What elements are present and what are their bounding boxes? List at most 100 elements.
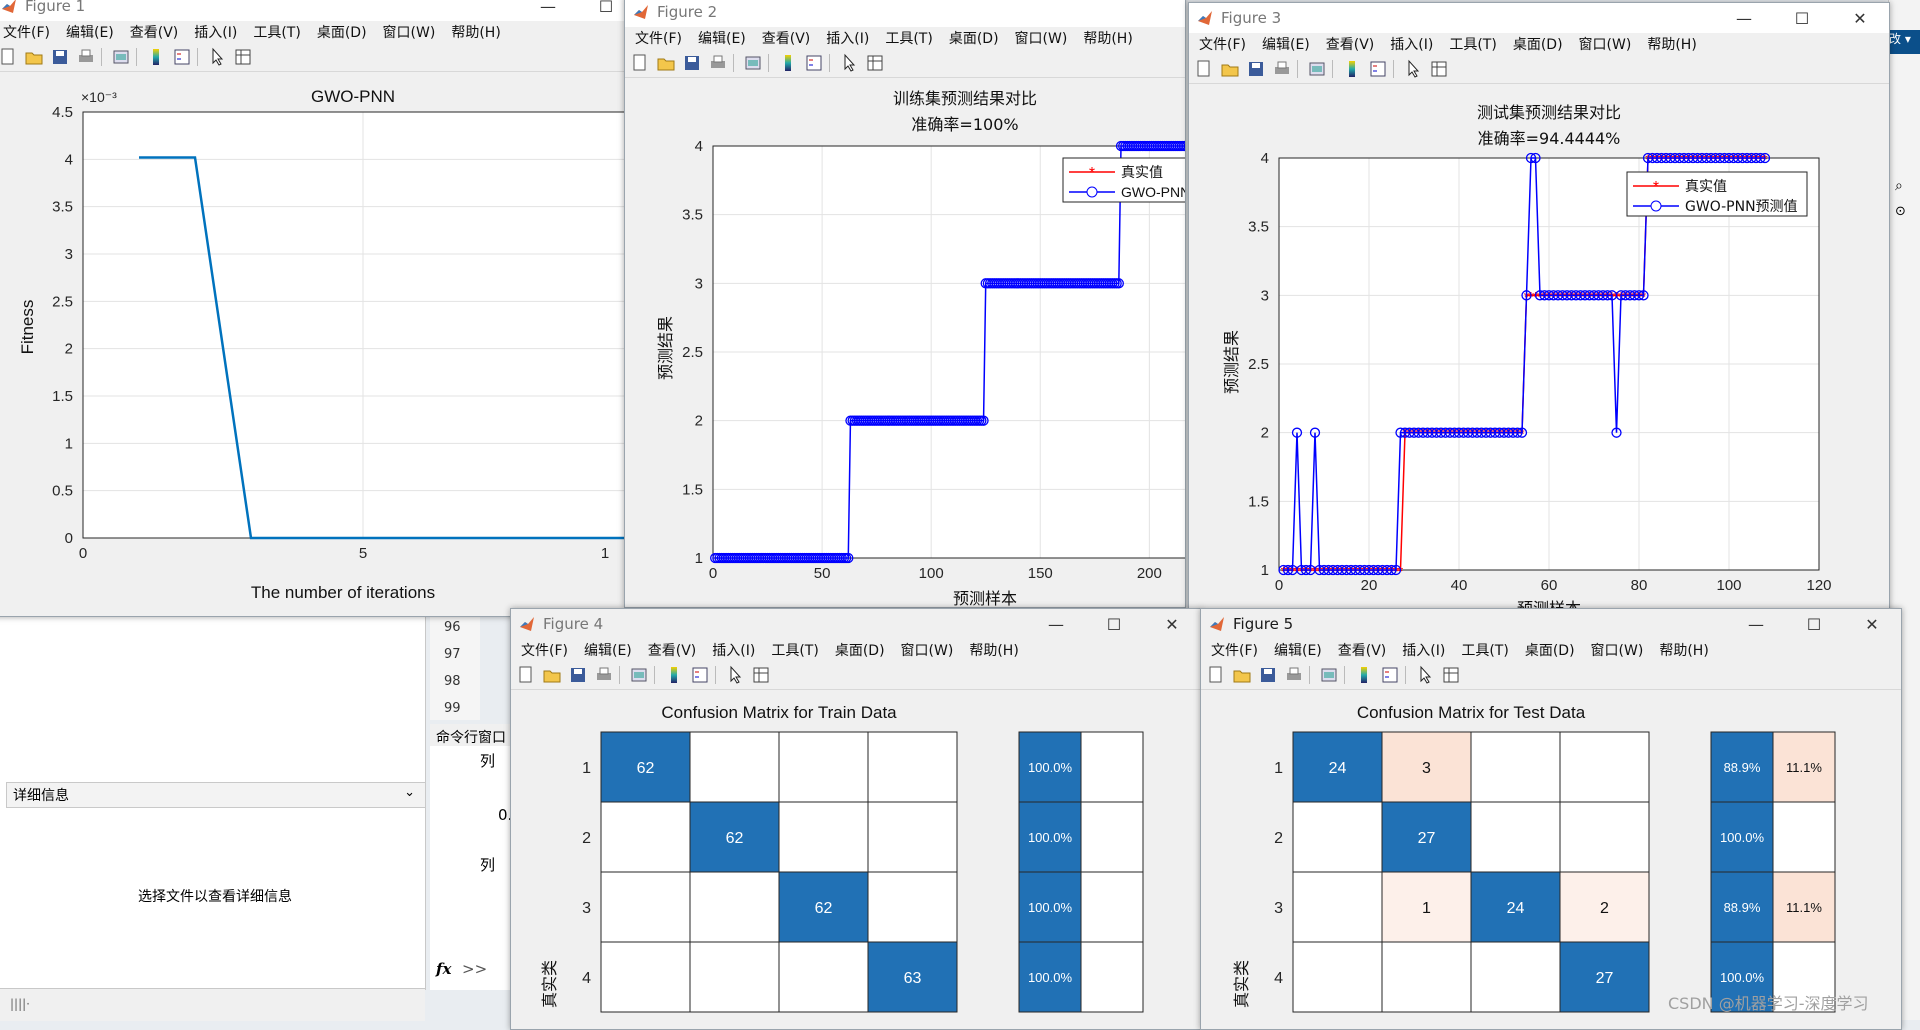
menu-item[interactable]: 工具(T) — [1461, 640, 1508, 660]
figure1-titlebar[interactable]: Figure 1 —☐ — [0, 0, 635, 21]
print-icon[interactable] — [593, 665, 615, 685]
new-file-icon[interactable] — [0, 47, 19, 67]
menu-item[interactable]: 工具(T) — [253, 22, 300, 42]
save-icon[interactable] — [1257, 665, 1279, 685]
menu-item[interactable]: 文件(F) — [521, 640, 568, 660]
maximize-icon[interactable]: ☐ — [1085, 609, 1143, 639]
menu-item[interactable]: 查看(V) — [648, 640, 697, 660]
menu-item[interactable]: 桌面(D) — [317, 22, 367, 42]
menu-item[interactable]: 查看(V) — [1338, 640, 1387, 660]
save-icon[interactable] — [49, 47, 71, 67]
menu-item[interactable]: 文件(F) — [635, 28, 682, 48]
property-editor-icon[interactable] — [1428, 59, 1450, 79]
down-circle-icon[interactable]: ⊙ — [1895, 204, 1906, 219]
save-icon[interactable] — [567, 665, 589, 685]
link-plot-icon[interactable] — [1306, 59, 1328, 79]
menu-item[interactable]: 桌面(D) — [1513, 34, 1563, 54]
menu-item[interactable]: 查看(V) — [1326, 34, 1375, 54]
save-icon[interactable] — [1245, 59, 1267, 79]
menu-item[interactable]: 编辑(E) — [1262, 34, 1310, 54]
close-icon[interactable]: ✕ — [1831, 3, 1889, 33]
close-icon[interactable]: ✕ — [1843, 609, 1901, 639]
menu-item[interactable]: 插入(I) — [712, 640, 755, 660]
legend-icon[interactable] — [689, 665, 711, 685]
colorbar-icon[interactable] — [777, 53, 799, 73]
new-file-icon[interactable] — [1193, 59, 1215, 79]
minimize-icon[interactable]: — — [1715, 3, 1773, 33]
menu-item[interactable]: 编辑(E) — [66, 22, 114, 42]
pointer-icon[interactable] — [206, 47, 228, 67]
legend-icon[interactable] — [1379, 665, 1401, 685]
close-icon[interactable]: ✕ — [1143, 609, 1201, 639]
minimize-icon[interactable]: — — [1027, 609, 1085, 639]
open-folder-icon[interactable] — [23, 47, 45, 67]
figure3-window[interactable]: Figure 3 —☐✕ 文件(F) 编辑(E) 查看(V) 插入(I) 工具(T) 桌面… — [1188, 2, 1890, 614]
figure5-window[interactable]: Figure 5 —☐✕ 文件(F)编辑(E)查看(V)插入(I)工具(T)桌面… — [1200, 608, 1902, 1030]
figure4-titlebar[interactable]: Figure 4 —☐✕ — [511, 609, 1201, 639]
menu-item[interactable]: 文件(F) — [3, 22, 50, 42]
menu-item[interactable]: 插入(I) — [194, 22, 237, 42]
property-editor-icon[interactable] — [864, 53, 886, 73]
legend-icon[interactable] — [171, 47, 193, 67]
open-folder-icon[interactable] — [655, 53, 677, 73]
menu-item[interactable]: 窗口(W) — [901, 640, 954, 660]
menu-item[interactable]: 查看(V) — [130, 22, 179, 42]
property-editor-icon[interactable] — [750, 665, 772, 685]
property-editor-icon[interactable] — [1440, 665, 1462, 685]
save-icon[interactable] — [681, 53, 703, 73]
pointer-icon[interactable] — [1414, 665, 1436, 685]
pointer-icon[interactable] — [724, 665, 746, 685]
figure1-window[interactable]: Figure 1 —☐ 文件(F) 编辑(E) 查看(V) 插入(I) 工具(T) 桌面(… — [0, 0, 636, 617]
menu-item[interactable]: 帮助(H) — [1659, 640, 1708, 660]
link-plot-icon[interactable] — [110, 47, 132, 67]
menu-item[interactable]: 帮助(H) — [1647, 34, 1696, 54]
figure2-titlebar[interactable]: Figure 2 — [625, 0, 1185, 27]
menu-item[interactable]: 文件(F) — [1211, 640, 1258, 660]
menu-item[interactable]: 编辑(E) — [1274, 640, 1322, 660]
menu-item[interactable]: 工具(T) — [771, 640, 818, 660]
new-file-icon[interactable] — [1205, 665, 1227, 685]
menu-item[interactable]: 帮助(H) — [1083, 28, 1132, 48]
chevron-down-icon[interactable]: ⌄ — [404, 785, 415, 800]
legend-icon[interactable] — [803, 53, 825, 73]
details-header[interactable]: 详细信息 ⌄ — [6, 782, 426, 808]
pointer-icon[interactable] — [838, 53, 860, 73]
maximize-icon[interactable]: ☐ — [1785, 609, 1843, 639]
right-edge-label[interactable]: 改 ▾ — [1889, 30, 1920, 54]
minimize-icon[interactable]: — — [1727, 609, 1785, 639]
open-folder-icon[interactable] — [1219, 59, 1241, 79]
open-folder-icon[interactable] — [541, 665, 563, 685]
figure5-titlebar[interactable]: Figure 5 —☐✕ — [1201, 609, 1901, 639]
menu-item[interactable]: 插入(I) — [1390, 34, 1433, 54]
command-window-header[interactable]: 命令行窗口 — [430, 724, 510, 746]
menu-item[interactable]: 文件(F) — [1199, 34, 1246, 54]
print-icon[interactable] — [707, 53, 729, 73]
menu-item[interactable]: 窗口(W) — [383, 22, 436, 42]
zoom-icon[interactable]: ⌕ — [1895, 178, 1903, 194]
link-plot-icon[interactable] — [1318, 665, 1340, 685]
link-plot-icon[interactable] — [628, 665, 650, 685]
new-file-icon[interactable] — [515, 665, 537, 685]
menu-item[interactable]: 窗口(W) — [1591, 640, 1644, 660]
menu-item[interactable]: 窗口(W) — [1579, 34, 1632, 54]
property-editor-icon[interactable] — [232, 47, 254, 67]
menu-item[interactable]: 工具(T) — [1449, 34, 1496, 54]
figure3-titlebar[interactable]: Figure 3 —☐✕ — [1189, 3, 1889, 33]
colorbar-icon[interactable] — [663, 665, 685, 685]
colorbar-icon[interactable] — [1353, 665, 1375, 685]
open-folder-icon[interactable] — [1231, 665, 1253, 685]
print-icon[interactable] — [1271, 59, 1293, 79]
menu-item[interactable]: 插入(I) — [1402, 640, 1445, 660]
colorbar-icon[interactable] — [145, 47, 167, 67]
link-plot-icon[interactable] — [742, 53, 764, 73]
legend-icon[interactable] — [1367, 59, 1389, 79]
menu-item[interactable]: 编辑(E) — [584, 640, 632, 660]
menu-item[interactable]: 帮助(H) — [969, 640, 1018, 660]
command-prompt[interactable]: >> — [462, 960, 487, 978]
colorbar-icon[interactable] — [1341, 59, 1363, 79]
minimize-icon[interactable]: — — [519, 0, 577, 21]
maximize-icon[interactable]: ☐ — [1773, 3, 1831, 33]
figure4-window[interactable]: Figure 4 —☐✕ 文件(F)编辑(E)查看(V)插入(I)工具(T)桌面… — [510, 608, 1202, 1030]
figure2-window[interactable]: Figure 2 文件(F)编辑(E)查看(V)插入(I)工具(T)桌面(D)窗… — [624, 0, 1186, 608]
menu-item[interactable]: 插入(I) — [826, 28, 869, 48]
